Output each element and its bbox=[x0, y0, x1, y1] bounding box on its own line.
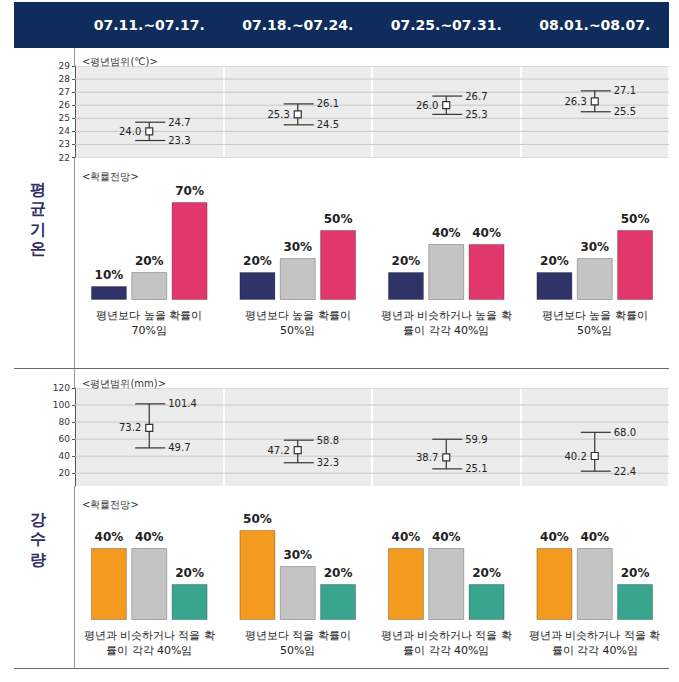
svg-text:26.1: 26.1 bbox=[317, 98, 339, 109]
html-text:07.18.~07.24.: 07.18.~07.24. bbox=[242, 17, 354, 33]
svg-text:20%: 20% bbox=[243, 254, 272, 268]
svg-text:<평년범위(℃)>: <평년범위(℃)> bbox=[82, 56, 158, 67]
svg-text:40%: 40% bbox=[392, 530, 421, 544]
svg-text:40%: 40% bbox=[472, 226, 501, 240]
svg-text:26.0: 26.0 bbox=[416, 100, 438, 111]
svg-text:25.3: 25.3 bbox=[267, 109, 289, 120]
html-text:평년과 비슷하거나 높을 확률이 각각 40%임: 평년과 비슷하거나 높을 확률이 각각 40%임 bbox=[380, 309, 512, 337]
svg-text:73.2: 73.2 bbox=[119, 422, 141, 433]
svg-text:23: 23 bbox=[59, 139, 70, 149]
svg-text:58.8: 58.8 bbox=[317, 435, 339, 446]
svg-text:30%: 30% bbox=[580, 240, 609, 254]
svg-text:40.2: 40.2 bbox=[564, 451, 586, 462]
svg-text:23.3: 23.3 bbox=[168, 135, 190, 146]
html-text:평년보다 적을 확률이 50%임: 평년보다 적을 확률이 50%임 bbox=[244, 629, 351, 657]
svg-text:59.9: 59.9 bbox=[465, 434, 487, 445]
svg-text:29: 29 bbox=[59, 61, 71, 71]
svg-text:20%: 20% bbox=[540, 254, 569, 268]
svg-text:27.1: 27.1 bbox=[614, 85, 636, 96]
svg-text:24.5: 24.5 bbox=[317, 119, 339, 130]
svg-text:25.3: 25.3 bbox=[465, 109, 487, 120]
svg-text:25.1: 25.1 bbox=[465, 463, 487, 474]
html-text:07.11.~07.17.: 07.11.~07.17. bbox=[93, 17, 205, 33]
html-text:평년과 비슷하거나 적을 확률이 각각 40%임: 평년과 비슷하거나 적을 확률이 각각 40%임 bbox=[380, 629, 512, 657]
svg-text:50%: 50% bbox=[621, 212, 650, 226]
svg-text:27: 27 bbox=[59, 87, 70, 97]
svg-text:68.0: 68.0 bbox=[614, 427, 636, 438]
svg-text:40%: 40% bbox=[580, 530, 609, 544]
svg-text:70%: 70% bbox=[175, 184, 204, 198]
svg-text:30%: 30% bbox=[283, 240, 312, 254]
svg-text:24: 24 bbox=[59, 126, 71, 136]
html-text:평년과 비슷하거나 적을 확률이 각각 40%임: 평년과 비슷하거나 적을 확률이 각각 40%임 bbox=[529, 629, 661, 657]
svg-text:40%: 40% bbox=[432, 530, 461, 544]
svg-text:40%: 40% bbox=[135, 530, 164, 544]
html-text:07.25.~07.31.: 07.25.~07.31. bbox=[390, 17, 502, 33]
svg-text:20: 20 bbox=[59, 468, 71, 478]
html-text:평년보다 높을 확률이 50%임: 평년보다 높을 확률이 50%임 bbox=[244, 309, 351, 337]
svg-text:20%: 20% bbox=[324, 566, 353, 580]
svg-text:28: 28 bbox=[59, 74, 71, 84]
svg-text:38.7: 38.7 bbox=[416, 452, 438, 463]
svg-text:40%: 40% bbox=[540, 530, 569, 544]
svg-text:40%: 40% bbox=[432, 226, 461, 240]
svg-text:101.4: 101.4 bbox=[168, 398, 197, 409]
svg-text:30%: 30% bbox=[283, 548, 312, 562]
svg-text:22.4: 22.4 bbox=[614, 466, 636, 477]
svg-text:<확률전망>: <확률전망> bbox=[82, 499, 139, 510]
svg-text:20%: 20% bbox=[175, 566, 204, 580]
svg-text:25: 25 bbox=[59, 113, 70, 123]
svg-text:26: 26 bbox=[59, 100, 71, 110]
svg-text:20%: 20% bbox=[135, 254, 164, 268]
html-text:평균기온: 평균기온 bbox=[29, 170, 48, 250]
html-text:평년보다 높을 확률이 50%임: 평년보다 높을 확률이 50%임 bbox=[541, 309, 648, 337]
svg-text:40: 40 bbox=[59, 451, 71, 461]
svg-text:50%: 50% bbox=[243, 512, 272, 526]
svg-text:40%: 40% bbox=[95, 530, 124, 544]
svg-text:24.0: 24.0 bbox=[119, 126, 141, 137]
svg-text:32.3: 32.3 bbox=[317, 457, 339, 468]
html-text:08.01.~08.07.: 08.01.~08.07. bbox=[539, 17, 651, 33]
html-text:평년과 비슷하거나 적을 확률이 각각 40%임: 평년과 비슷하거나 적을 확률이 각각 40%임 bbox=[83, 629, 215, 657]
svg-text:20%: 20% bbox=[621, 566, 650, 580]
svg-text:26.7: 26.7 bbox=[465, 91, 487, 102]
svg-text:10%: 10% bbox=[95, 268, 124, 282]
svg-text:60: 60 bbox=[59, 434, 71, 444]
html-text:평년보다 높을 확률이 70%임: 평년보다 높을 확률이 70%임 bbox=[96, 309, 203, 337]
svg-text:20%: 20% bbox=[392, 254, 421, 268]
svg-text:49.7: 49.7 bbox=[168, 442, 190, 453]
svg-text:50%: 50% bbox=[324, 212, 353, 226]
svg-text:80: 80 bbox=[59, 417, 71, 427]
svg-text:22: 22 bbox=[59, 153, 70, 163]
svg-text:26.3: 26.3 bbox=[564, 96, 586, 107]
html-text:강수량: 강수량 bbox=[29, 500, 48, 560]
svg-text:47.2: 47.2 bbox=[267, 445, 289, 456]
svg-text:120: 120 bbox=[53, 383, 70, 393]
svg-text:<평년범위(mm)>: <평년범위(mm)> bbox=[82, 378, 166, 389]
svg-text:100: 100 bbox=[53, 400, 70, 410]
svg-text:20%: 20% bbox=[472, 566, 501, 580]
svg-text:25.5: 25.5 bbox=[614, 106, 636, 117]
svg-text:<확률전망>: <확률전망> bbox=[82, 171, 139, 182]
svg-text:24.7: 24.7 bbox=[168, 117, 190, 128]
